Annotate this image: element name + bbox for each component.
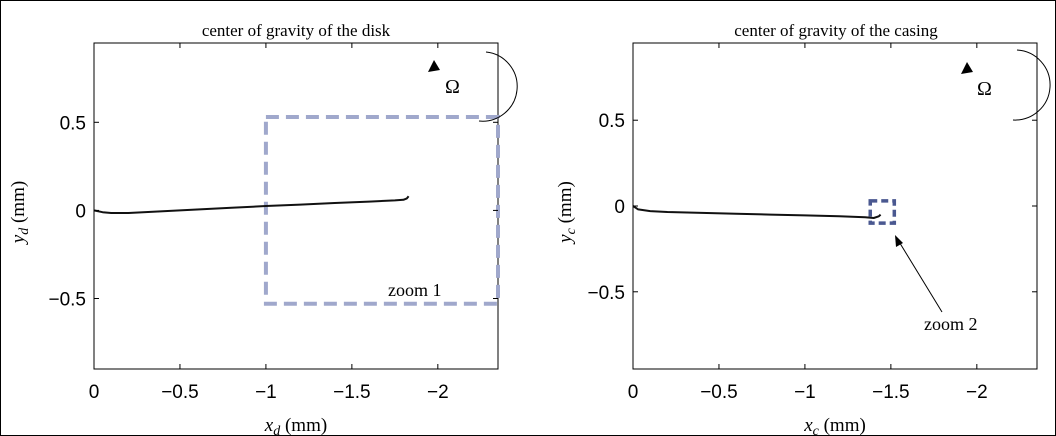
- plot-frame: [93, 42, 499, 370]
- y-tick-label: 0: [75, 201, 86, 222]
- x-axis-label: xd (mm): [264, 415, 327, 436]
- y-tick-label: 0.5: [60, 113, 86, 134]
- y-axis-label: yc (mm): [555, 181, 579, 245]
- x-tick-label: 0: [89, 382, 100, 403]
- zoom-box-group: [263, 115, 500, 306]
- x-ticks: 0 −0.5 −1 −1.5 −2: [89, 43, 449, 403]
- series-line: [632, 205, 882, 219]
- omega-label: Ω: [445, 76, 460, 98]
- rotation-arrow-arc: [1012, 49, 1051, 121]
- rotation-arrow-arc: [478, 51, 518, 122]
- zoom-box: [868, 199, 897, 225]
- series-line: [93, 195, 410, 214]
- rotation-arrow-head: [428, 60, 440, 72]
- y-ticks: −0.5 0 0.5: [587, 111, 1037, 304]
- chart-title: center of gravity of the disk: [202, 21, 391, 40]
- zoom-label: zoom 1: [388, 280, 442, 300]
- zoom-box: [263, 115, 500, 306]
- panel-casing: center of gravity of the casing 0 −0.5 −1 −…: [555, 21, 1051, 436]
- rotation-arrow-head: [961, 62, 973, 74]
- y-tick-label: 0: [614, 197, 625, 218]
- x-tick-label: −1.5: [872, 382, 910, 403]
- x-tick-label: −0.5: [161, 382, 199, 403]
- x-tick-label: −1.5: [333, 382, 371, 403]
- zoom-label: zoom 2: [924, 314, 978, 334]
- omega-label: Ω: [977, 78, 992, 100]
- zoom-pointer-line: [897, 239, 943, 313]
- y-tick-label: −0.5: [587, 283, 625, 304]
- y-ticks: −0.5 0 0.5: [48, 113, 498, 311]
- x-tick-label: −2: [966, 382, 988, 403]
- series-group: [632, 205, 882, 219]
- x-tick-label: −1: [794, 382, 816, 403]
- zoom-box-group: [868, 199, 897, 225]
- x-tick-label: −0.5: [700, 382, 738, 403]
- series-group: [93, 195, 410, 214]
- zoom-pointer-arrowhead: [895, 235, 903, 247]
- x-tick-label: −1: [255, 382, 277, 403]
- y-axis-label: yd (mm): [8, 181, 32, 245]
- x-ticks: 0 −0.5 −1 −1.5 −2: [628, 43, 988, 403]
- x-tick-label: 0: [628, 382, 639, 403]
- x-tick-label: −2: [427, 382, 449, 403]
- y-tick-label: −0.5: [48, 290, 86, 311]
- x-axis-label: xc (mm): [803, 415, 866, 436]
- y-tick-label: 0.5: [599, 111, 625, 132]
- panel-disk: center of gravity of the disk 0 −0.5 −1 −1.…: [8, 21, 518, 436]
- chart-title: center of gravity of the casing: [734, 21, 938, 40]
